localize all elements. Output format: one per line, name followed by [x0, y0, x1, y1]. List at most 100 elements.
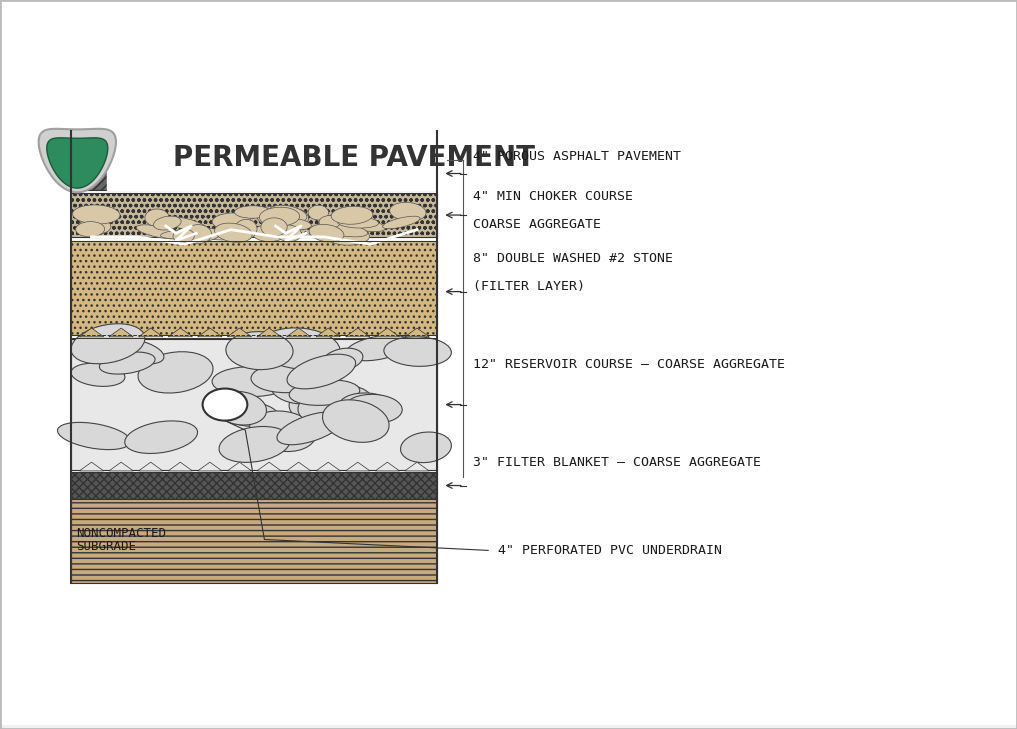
Ellipse shape [711, 0, 772, 45]
Ellipse shape [596, 141, 621, 162]
Ellipse shape [300, 71, 345, 95]
Ellipse shape [607, 26, 626, 53]
Ellipse shape [125, 421, 197, 453]
Ellipse shape [711, 110, 766, 155]
Ellipse shape [879, 0, 925, 33]
Ellipse shape [344, 155, 421, 190]
Bar [31, 44, 997, 605]
Ellipse shape [919, 54, 971, 114]
Ellipse shape [998, 5, 1017, 17]
Ellipse shape [357, 17, 426, 84]
Bar [71, 193, 437, 237]
Ellipse shape [154, 189, 216, 208]
Ellipse shape [355, 61, 393, 85]
Ellipse shape [419, 72, 477, 113]
Ellipse shape [521, 66, 569, 98]
Ellipse shape [487, 93, 547, 125]
Ellipse shape [147, 118, 206, 155]
Ellipse shape [230, 63, 282, 92]
Ellipse shape [525, 166, 573, 217]
Text: 4" PERFORATED PVC UNDERDRAIN: 4" PERFORATED PVC UNDERDRAIN [498, 544, 722, 557]
Ellipse shape [363, 200, 391, 210]
Ellipse shape [382, 217, 420, 229]
Polygon shape [47, 138, 108, 188]
Ellipse shape [419, 111, 453, 147]
Ellipse shape [298, 121, 335, 166]
Ellipse shape [319, 216, 341, 228]
Ellipse shape [451, 118, 477, 137]
Polygon shape [346, 462, 370, 471]
Polygon shape [39, 129, 116, 192]
Ellipse shape [622, 19, 646, 35]
Ellipse shape [948, 157, 1009, 211]
Ellipse shape [924, 132, 957, 160]
Ellipse shape [853, 152, 910, 190]
Ellipse shape [6, 96, 46, 114]
Ellipse shape [510, 107, 541, 122]
Ellipse shape [852, 121, 883, 155]
Ellipse shape [493, 44, 519, 72]
Ellipse shape [264, 178, 327, 198]
Ellipse shape [807, 69, 841, 90]
Ellipse shape [815, 69, 871, 95]
Ellipse shape [0, 114, 25, 152]
Ellipse shape [658, 0, 733, 43]
Ellipse shape [730, 122, 754, 138]
Ellipse shape [501, 125, 553, 158]
Ellipse shape [3, 23, 73, 71]
Ellipse shape [62, 36, 111, 80]
Ellipse shape [20, 192, 42, 208]
Ellipse shape [347, 171, 384, 192]
Ellipse shape [297, 172, 355, 225]
Polygon shape [109, 328, 133, 337]
Bar [71, 149, 437, 190]
Ellipse shape [154, 216, 181, 230]
Ellipse shape [793, 153, 838, 192]
Ellipse shape [972, 174, 1007, 196]
Ellipse shape [542, 74, 599, 112]
Polygon shape [197, 328, 222, 337]
Bar [71, 499, 437, 583]
Ellipse shape [131, 101, 154, 117]
Bar [71, 339, 437, 470]
Ellipse shape [120, 138, 167, 165]
Ellipse shape [252, 225, 286, 241]
Polygon shape [138, 462, 163, 471]
Ellipse shape [305, 39, 352, 77]
Ellipse shape [312, 94, 345, 124]
Ellipse shape [101, 116, 147, 144]
Ellipse shape [719, 74, 758, 94]
Ellipse shape [235, 206, 271, 218]
Ellipse shape [357, 50, 372, 64]
Ellipse shape [289, 380, 360, 405]
Ellipse shape [492, 28, 530, 46]
Ellipse shape [594, 18, 608, 41]
Ellipse shape [795, 60, 829, 88]
Ellipse shape [77, 146, 113, 178]
Ellipse shape [653, 98, 725, 136]
Ellipse shape [220, 0, 273, 28]
Ellipse shape [889, 1, 939, 77]
Ellipse shape [496, 23, 526, 44]
Ellipse shape [401, 105, 434, 133]
Ellipse shape [140, 20, 187, 49]
Ellipse shape [309, 225, 344, 242]
Ellipse shape [505, 10, 556, 36]
Ellipse shape [283, 82, 330, 100]
Ellipse shape [219, 1, 268, 26]
Ellipse shape [570, 98, 590, 120]
Ellipse shape [0, 186, 36, 207]
Ellipse shape [249, 411, 316, 451]
Ellipse shape [970, 174, 1002, 201]
Ellipse shape [609, 35, 674, 71]
Ellipse shape [721, 77, 761, 129]
Ellipse shape [68, 105, 103, 157]
Ellipse shape [0, 114, 34, 150]
Ellipse shape [324, 28, 338, 47]
Ellipse shape [257, 206, 285, 225]
Text: COARSE AGGREGATE: COARSE AGGREGATE [473, 218, 601, 231]
Text: 12" RESERVOIR COURSE – COARSE AGGREGATE: 12" RESERVOIR COURSE – COARSE AGGREGATE [473, 358, 785, 371]
Ellipse shape [164, 217, 206, 231]
Ellipse shape [705, 130, 732, 148]
Ellipse shape [198, 0, 286, 35]
